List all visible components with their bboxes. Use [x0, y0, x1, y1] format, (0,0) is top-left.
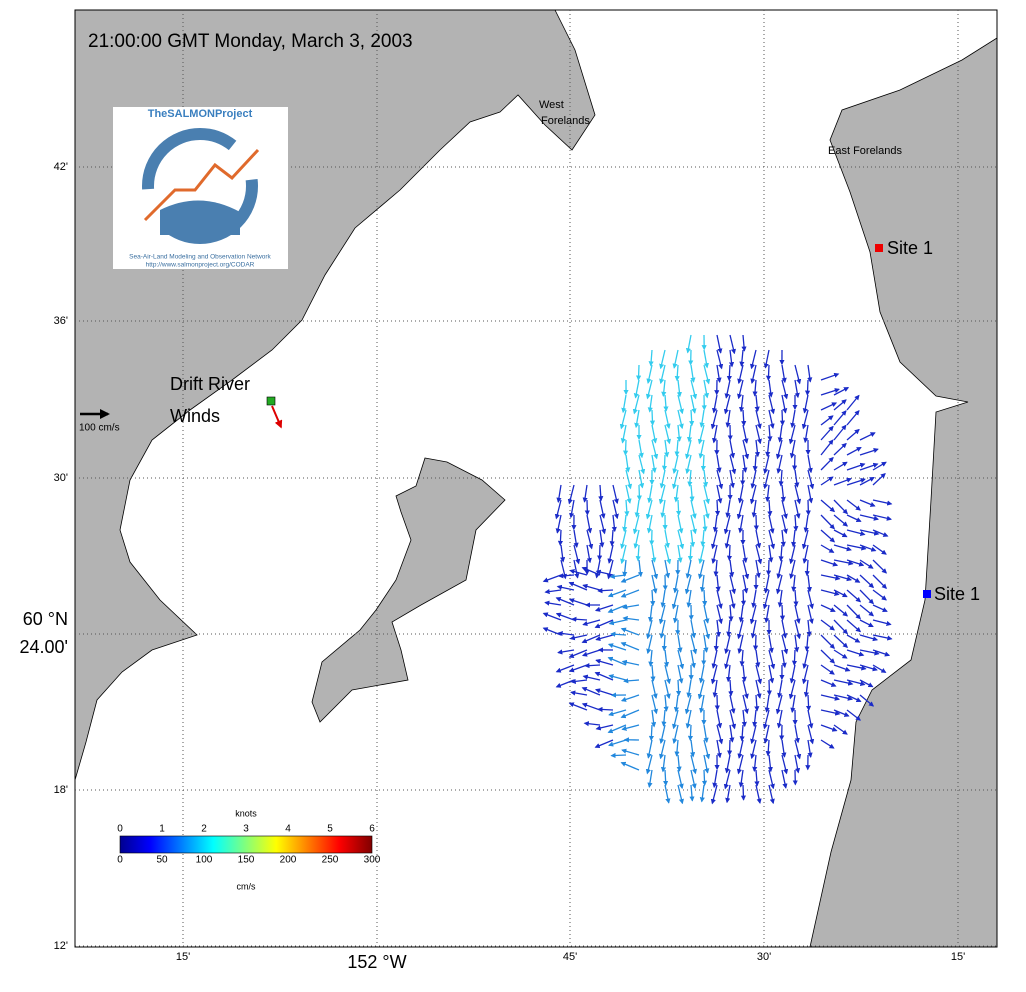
- colorbar-tick-label: 2: [201, 824, 207, 835]
- colorbar-label: cm/s: [237, 881, 256, 891]
- lon-tick-label: 30': [757, 951, 771, 963]
- lat-tick-label: 42': [54, 161, 68, 173]
- site-marker: [923, 590, 931, 598]
- place-label: East Forelands: [828, 145, 902, 157]
- colorbar-tick-label: 3: [243, 824, 249, 835]
- site-label: Site 1: [934, 584, 980, 604]
- scale-label: 100 cm/s: [79, 423, 120, 434]
- current-vector: [690, 725, 691, 740]
- site-marker: [875, 244, 883, 252]
- colorbar-tick-label: 0: [117, 855, 123, 866]
- logo: TheSALMONProject Sea-Air-Land Modeling a…: [113, 107, 288, 269]
- current-vector: [768, 365, 769, 380]
- place-label: Winds: [170, 406, 220, 426]
- lat-tick-label: 12': [54, 940, 68, 952]
- current-vector: [678, 680, 679, 695]
- wind-station: [267, 397, 275, 405]
- current-vector: [782, 410, 783, 425]
- current-vector: [560, 530, 561, 545]
- current-vector: [638, 365, 639, 380]
- lat-tick-label: 60 °N: [23, 609, 68, 629]
- current-vector: [782, 605, 783, 620]
- lon-tick-label: 45': [563, 951, 577, 963]
- colorbar-tick-label: 5: [327, 824, 333, 835]
- colorbar-tick-label: 300: [364, 855, 381, 866]
- current-vector: [703, 455, 704, 470]
- colorbar-tick-label: 1: [159, 824, 165, 835]
- current-vector: [729, 545, 730, 560]
- colorbar-tick-label: 6: [369, 824, 375, 835]
- current-vector: [678, 500, 679, 515]
- colorbar-label: knots: [235, 808, 257, 818]
- place-label: Drift River: [170, 374, 250, 394]
- logo-url: http://www.salmonproject.org/CODAR: [146, 262, 255, 269]
- current-vector: [729, 365, 730, 380]
- site-label: Site 1: [887, 238, 933, 258]
- current-vector: [664, 455, 665, 470]
- colorbar-tick-label: 50: [156, 855, 168, 866]
- lat-tick-label: 18': [54, 784, 68, 796]
- colorbar-tick-label: 150: [238, 855, 255, 866]
- lon-tick-label: 15': [951, 951, 965, 963]
- lat-tick-label: 24.00': [20, 637, 68, 657]
- current-vector: [598, 590, 613, 591]
- current-vector: [807, 380, 808, 395]
- current-vector: [691, 410, 692, 425]
- lon-tick-label: 152 °W: [347, 952, 406, 972]
- current-vector: [652, 410, 653, 425]
- colorbar-tick-label: 0: [117, 824, 123, 835]
- current-vector: [585, 665, 600, 666]
- place-label: Forelands: [541, 115, 590, 127]
- current-vector: [755, 635, 756, 650]
- colorbar-tick-label: 250: [322, 855, 339, 866]
- current-vector: [611, 755, 626, 756]
- logo-subtitle: Sea-Air-Land Modeling and Observation Ne…: [129, 254, 271, 261]
- place-label: West: [539, 99, 564, 111]
- current-vector: [704, 770, 705, 785]
- logo-title: TheSALMONProject: [148, 108, 253, 120]
- current-vector: [743, 785, 744, 800]
- current-vector: [704, 590, 705, 605]
- current-vector: [717, 500, 718, 515]
- current-vector: [808, 695, 809, 710]
- current-vector: [651, 725, 652, 740]
- colorbar-tick-label: 200: [280, 855, 297, 866]
- colorbar-tick-label: 4: [285, 824, 291, 835]
- current-vector: [794, 455, 795, 470]
- lat-tick-label: 30': [54, 472, 68, 484]
- current-vector: [665, 770, 666, 785]
- colorbar-bar: [120, 836, 372, 853]
- lat-tick-label: 36': [54, 315, 68, 327]
- lon-tick-label: 15': [176, 951, 190, 963]
- current-vector: [598, 709, 613, 710]
- current-vector: [743, 590, 744, 605]
- current-vector: [794, 650, 795, 665]
- current-vector: [664, 635, 665, 650]
- current-vector: [625, 440, 626, 455]
- current-vector: [690, 545, 691, 560]
- title: 21:00:00 GMT Monday, March 3, 2003: [88, 31, 413, 52]
- current-vector: [768, 560, 769, 575]
- colorbar-tick-label: 100: [196, 855, 213, 866]
